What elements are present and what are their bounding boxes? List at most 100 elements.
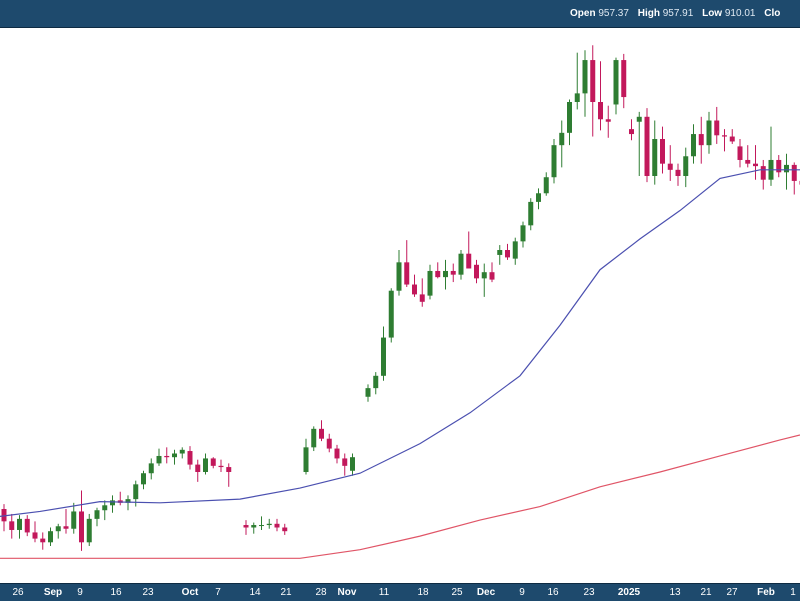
candle-down[interactable]: [645, 117, 650, 176]
candle-down[interactable]: [598, 102, 603, 119]
candle-down[interactable]: [761, 166, 766, 180]
candle-down[interactable]: [412, 285, 417, 295]
candle-up[interactable]: [87, 519, 92, 542]
candle-up[interactable]: [180, 450, 185, 454]
candle-down[interactable]: [195, 465, 200, 472]
candle-up[interactable]: [71, 511, 76, 528]
candle-up[interactable]: [784, 165, 789, 172]
candle-down[interactable]: [275, 524, 280, 528]
candle-up[interactable]: [552, 145, 557, 177]
low-value: 910.01: [725, 8, 756, 19]
candle-down[interactable]: [629, 129, 634, 134]
candle-down[interactable]: [211, 458, 216, 465]
candle-down[interactable]: [590, 60, 595, 102]
candle-up[interactable]: [637, 117, 642, 122]
candle-down[interactable]: [451, 271, 456, 275]
candle-up[interactable]: [389, 291, 394, 338]
candle-up[interactable]: [95, 510, 100, 519]
candle-up[interactable]: [559, 133, 564, 145]
candle-down[interactable]: [33, 532, 38, 538]
candle-up[interactable]: [528, 202, 533, 225]
candle-up[interactable]: [373, 376, 378, 388]
candle-down[interactable]: [342, 458, 347, 465]
candle-up[interactable]: [691, 134, 696, 156]
candle-up[interactable]: [141, 473, 146, 484]
candle-up[interactable]: [56, 526, 61, 531]
candle-down[interactable]: [660, 139, 665, 164]
candle-down[interactable]: [188, 451, 193, 465]
candle-down[interactable]: [490, 272, 495, 279]
candle-up[interactable]: [48, 531, 53, 542]
candle-up[interactable]: [583, 60, 588, 93]
candle-down[interactable]: [226, 467, 231, 472]
candle-up[interactable]: [482, 272, 487, 278]
candle-up[interactable]: [567, 102, 572, 133]
candle-down[interactable]: [9, 521, 14, 530]
candle-up[interactable]: [157, 456, 162, 463]
candle-up[interactable]: [707, 121, 712, 146]
candle-up[interactable]: [350, 457, 355, 471]
candle-up[interactable]: [397, 262, 402, 290]
candle-up[interactable]: [110, 500, 115, 505]
candle-down[interactable]: [474, 265, 479, 279]
candle-up[interactable]: [267, 524, 272, 525]
candle-up[interactable]: [575, 93, 580, 102]
candle-down[interactable]: [282, 528, 287, 532]
candle-up[interactable]: [683, 156, 688, 176]
candle-down[interactable]: [714, 121, 719, 136]
candle-up[interactable]: [366, 388, 371, 397]
candle-down[interactable]: [79, 511, 84, 542]
candle-down[interactable]: [466, 254, 471, 269]
candle-up[interactable]: [497, 250, 502, 255]
candle-up[interactable]: [544, 177, 549, 193]
candle-up[interactable]: [251, 525, 256, 527]
candle-down[interactable]: [420, 294, 425, 301]
candle-down[interactable]: [722, 135, 727, 136]
chart-canvas[interactable]: [0, 28, 800, 583]
candle-down[interactable]: [327, 439, 332, 449]
candle-down[interactable]: [606, 119, 611, 121]
candle-up[interactable]: [259, 525, 264, 526]
candle-down[interactable]: [40, 539, 45, 543]
candle-down[interactable]: [435, 271, 440, 277]
x-tick-label: 18: [417, 586, 428, 599]
candle-down[interactable]: [164, 456, 169, 457]
candle-down[interactable]: [64, 526, 69, 528]
candle-up[interactable]: [102, 505, 107, 510]
candle-up[interactable]: [304, 447, 309, 472]
candle-down[interactable]: [792, 165, 797, 181]
open-value: 957.37: [598, 8, 629, 19]
candle-up[interactable]: [381, 338, 386, 376]
candle-down[interactable]: [738, 146, 743, 160]
price-chart[interactable]: [0, 28, 800, 583]
candle-up[interactable]: [17, 519, 22, 530]
candle-up[interactable]: [149, 463, 154, 473]
candle-down[interactable]: [335, 449, 340, 459]
candle-down[interactable]: [668, 164, 673, 170]
candle-up[interactable]: [536, 193, 541, 202]
candle-up[interactable]: [428, 271, 433, 296]
candle-up[interactable]: [172, 454, 177, 458]
candle-down[interactable]: [219, 466, 224, 467]
candle-down[interactable]: [404, 262, 409, 284]
candle-up[interactable]: [443, 271, 448, 277]
candle-down[interactable]: [621, 60, 626, 97]
candle-up[interactable]: [614, 60, 619, 104]
candle-down[interactable]: [699, 134, 704, 145]
candle-up[interactable]: [459, 254, 464, 275]
candle-down[interactable]: [244, 525, 249, 527]
candle-up[interactable]: [311, 429, 316, 448]
candle-down[interactable]: [753, 164, 758, 166]
candle-down[interactable]: [730, 137, 735, 142]
candle-up[interactable]: [133, 484, 138, 499]
candle-down[interactable]: [505, 250, 510, 257]
candle-down[interactable]: [676, 170, 681, 176]
candle-up[interactable]: [652, 139, 657, 176]
candle-down[interactable]: [745, 160, 750, 164]
candle-down[interactable]: [776, 160, 781, 172]
candle-down[interactable]: [319, 429, 324, 439]
candle-up[interactable]: [513, 241, 518, 258]
candle-up[interactable]: [521, 225, 526, 241]
candle-down[interactable]: [25, 519, 30, 533]
candle-up[interactable]: [203, 458, 208, 472]
